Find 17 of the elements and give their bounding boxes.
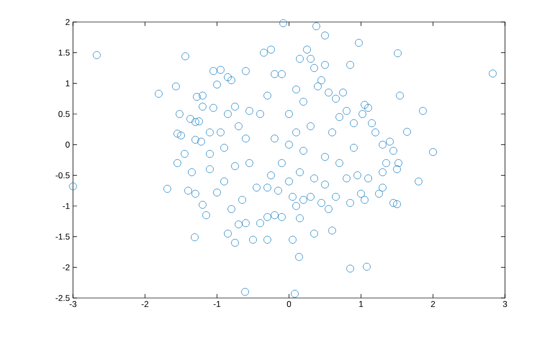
x-tick-label: -2 [142, 301, 148, 307]
y-tick-label: -1.5 [56, 234, 70, 240]
y-tick-label: -2.5 [56, 294, 70, 302]
y-tick-label: -1 [62, 203, 70, 209]
y-tick-label: 1 [66, 80, 70, 86]
y-tick-label: 2 [66, 19, 70, 25]
x-tick-label: -1 [214, 301, 220, 307]
y-tick-label: -0.5 [56, 172, 70, 178]
x-tick-label: -3 [70, 301, 76, 308]
x-tick-label: 3 [502, 301, 507, 308]
x-tick-label: 2 [431, 301, 435, 307]
y-tick-label: 1.5 [58, 50, 70, 56]
y-tick-label: -2 [62, 264, 70, 270]
y-tick-label: 0.5 [58, 110, 70, 117]
x-tick-label: 1 [359, 301, 363, 307]
y-tick-label: 0 [66, 142, 70, 148]
x-tick-label: 0 [286, 301, 292, 308]
